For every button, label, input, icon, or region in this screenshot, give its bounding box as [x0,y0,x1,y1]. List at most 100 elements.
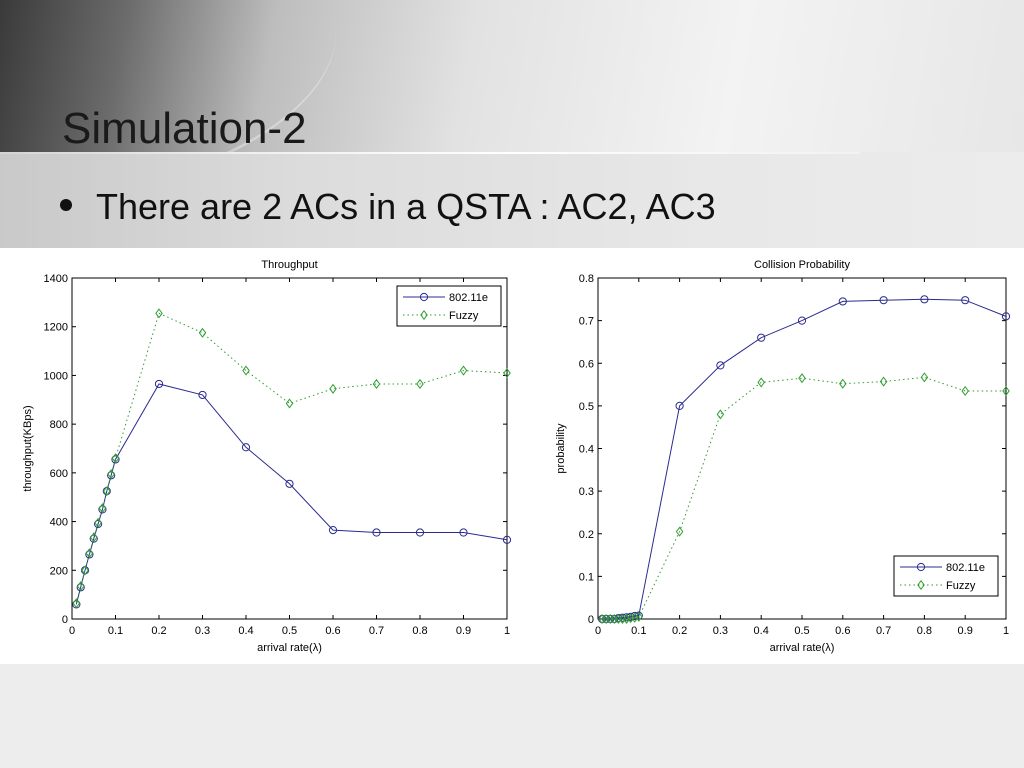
figure-area: Throughput 0 0.1 0.2 0.3 0.4 0.5 0.6 0.7 0.8 0.9 1 0… [0,248,1024,664]
legend-box [396,285,502,327]
x-tick-label: 1 [1003,625,1009,637]
data-point-fuzzy [961,385,969,396]
legend-marker-80211e [916,562,926,572]
data-point-fuzzy [839,378,847,389]
series-line-fuzzy [602,376,1006,620]
y-tick-label: 0 [588,614,594,626]
y-tick-label: 1000 [44,370,68,382]
data-point-fuzzy [372,378,381,389]
data-point-fuzzy [242,365,250,376]
legend-label: 802.11e [449,292,488,304]
x-tick-label: 0.6 [325,625,340,637]
data-point-fuzzy [85,548,94,559]
legend-label: 802.11e [946,562,985,574]
data-point-fuzzy [76,581,85,592]
y-tick-label: 0.7 [579,316,594,328]
data-point-80211e [1001,312,1011,321]
data-point-fuzzy [81,565,89,576]
data-point-fuzzy [72,598,81,609]
x-tick-label: 0.7 [876,625,891,637]
y-tick-label: 0.1 [579,571,594,583]
y-tick-label: 0.4 [579,444,594,456]
data-point-fuzzy [89,532,98,543]
y-tick-label: 800 [50,419,68,431]
x-tick-label: 0.1 [631,625,646,637]
data-point-fuzzy [198,327,207,338]
y-tick-label: 0.3 [579,486,594,498]
chart-title: Throughput [261,259,317,271]
data-point-fuzzy [757,377,765,388]
data-point-fuzzy [329,383,337,394]
data-point-80211e [241,443,251,452]
y-tick-label: 200 [50,565,68,577]
x-tick-label: 0 [69,625,75,637]
x-tick-label: 0.5 [794,625,809,637]
data-point-fuzzy [94,517,102,528]
data-point-80211e [328,525,338,535]
legend-marker-fuzzy [420,309,428,321]
data-point-80211e [797,316,807,325]
data-point-80211e [716,361,725,370]
x-tick-label: 0.8 [917,625,932,637]
data-point-80211e [630,611,639,621]
data-point-80211e [838,297,847,306]
data-point-fuzzy [630,612,639,623]
data-point-fuzzy [285,398,294,409]
data-point-fuzzy [920,372,929,383]
y-tick-label: 1400 [44,273,68,285]
data-point-80211e [961,296,970,305]
bullet-band [0,152,1024,248]
x-tick-label: 0.7 [369,625,384,637]
data-point-80211e [198,390,207,400]
y-tick-label: 0.2 [579,529,594,541]
x-tick-label: 0.1 [108,625,123,637]
data-point-80211e [622,613,631,622]
legend-box [893,555,999,597]
y-tick-label: 0.6 [579,358,594,370]
x-tick-label: 0.4 [238,625,253,637]
data-point-80211e [675,401,684,410]
data-point-fuzzy [798,373,806,384]
data-point-fuzzy [103,486,111,497]
y-tick-label: 0.8 [579,273,594,285]
x-tick-label: 0.2 [151,625,166,637]
y-tick-label: 1200 [44,322,68,334]
bullet-item: There are 2 ACs in a QSTA : AC2, AC3 [60,186,716,228]
bullet-dot-icon [60,199,72,212]
data-point-fuzzy [675,526,684,537]
legend-marker-80211e [419,292,429,302]
x-tick-label: 0.9 [958,625,973,637]
data-point-80211e [415,528,425,537]
data-point-80211e [757,333,766,342]
data-point-80211e [285,479,294,488]
x-tick-label: 0.3 [195,625,210,637]
data-point-fuzzy [155,308,163,319]
data-point-80211e [502,535,512,544]
data-point-fuzzy [416,378,424,389]
data-point-80211e [154,379,164,389]
x-axis-label: arrival rate(λ) [770,642,835,654]
data-point-fuzzy [635,611,643,622]
chart-title: Collision Probability [754,259,850,271]
x-tick-label: 0.8 [412,625,427,637]
data-point-fuzzy [111,453,120,464]
data-point-80211e [879,296,888,305]
bullet-text: There are 2 ACs in a QSTA : AC2, AC3 [96,186,716,227]
y-tick-label: 600 [50,468,68,480]
y-tick-label: 400 [50,517,68,529]
x-axis-label: arrival rate(λ) [257,642,322,654]
collision-probability-chart: Collision Probability 0 0.1 0.2 0.3 0.4 0.5 0.6… [555,259,1011,654]
y-tick-label: 0.5 [579,401,594,413]
legend-label: Fuzzy [449,310,479,322]
data-point-80211e [372,528,381,537]
title-underline [0,152,860,154]
x-tick-label: 0.3 [713,625,728,637]
data-point-fuzzy [622,613,631,625]
y-axis-label: probability [555,423,567,474]
data-point-fuzzy [459,365,468,376]
slide-title: Simulation-2 [62,104,307,153]
x-tick-label: 1 [504,625,510,637]
data-point-80211e [920,295,929,304]
data-point-fuzzy [1002,385,1010,396]
